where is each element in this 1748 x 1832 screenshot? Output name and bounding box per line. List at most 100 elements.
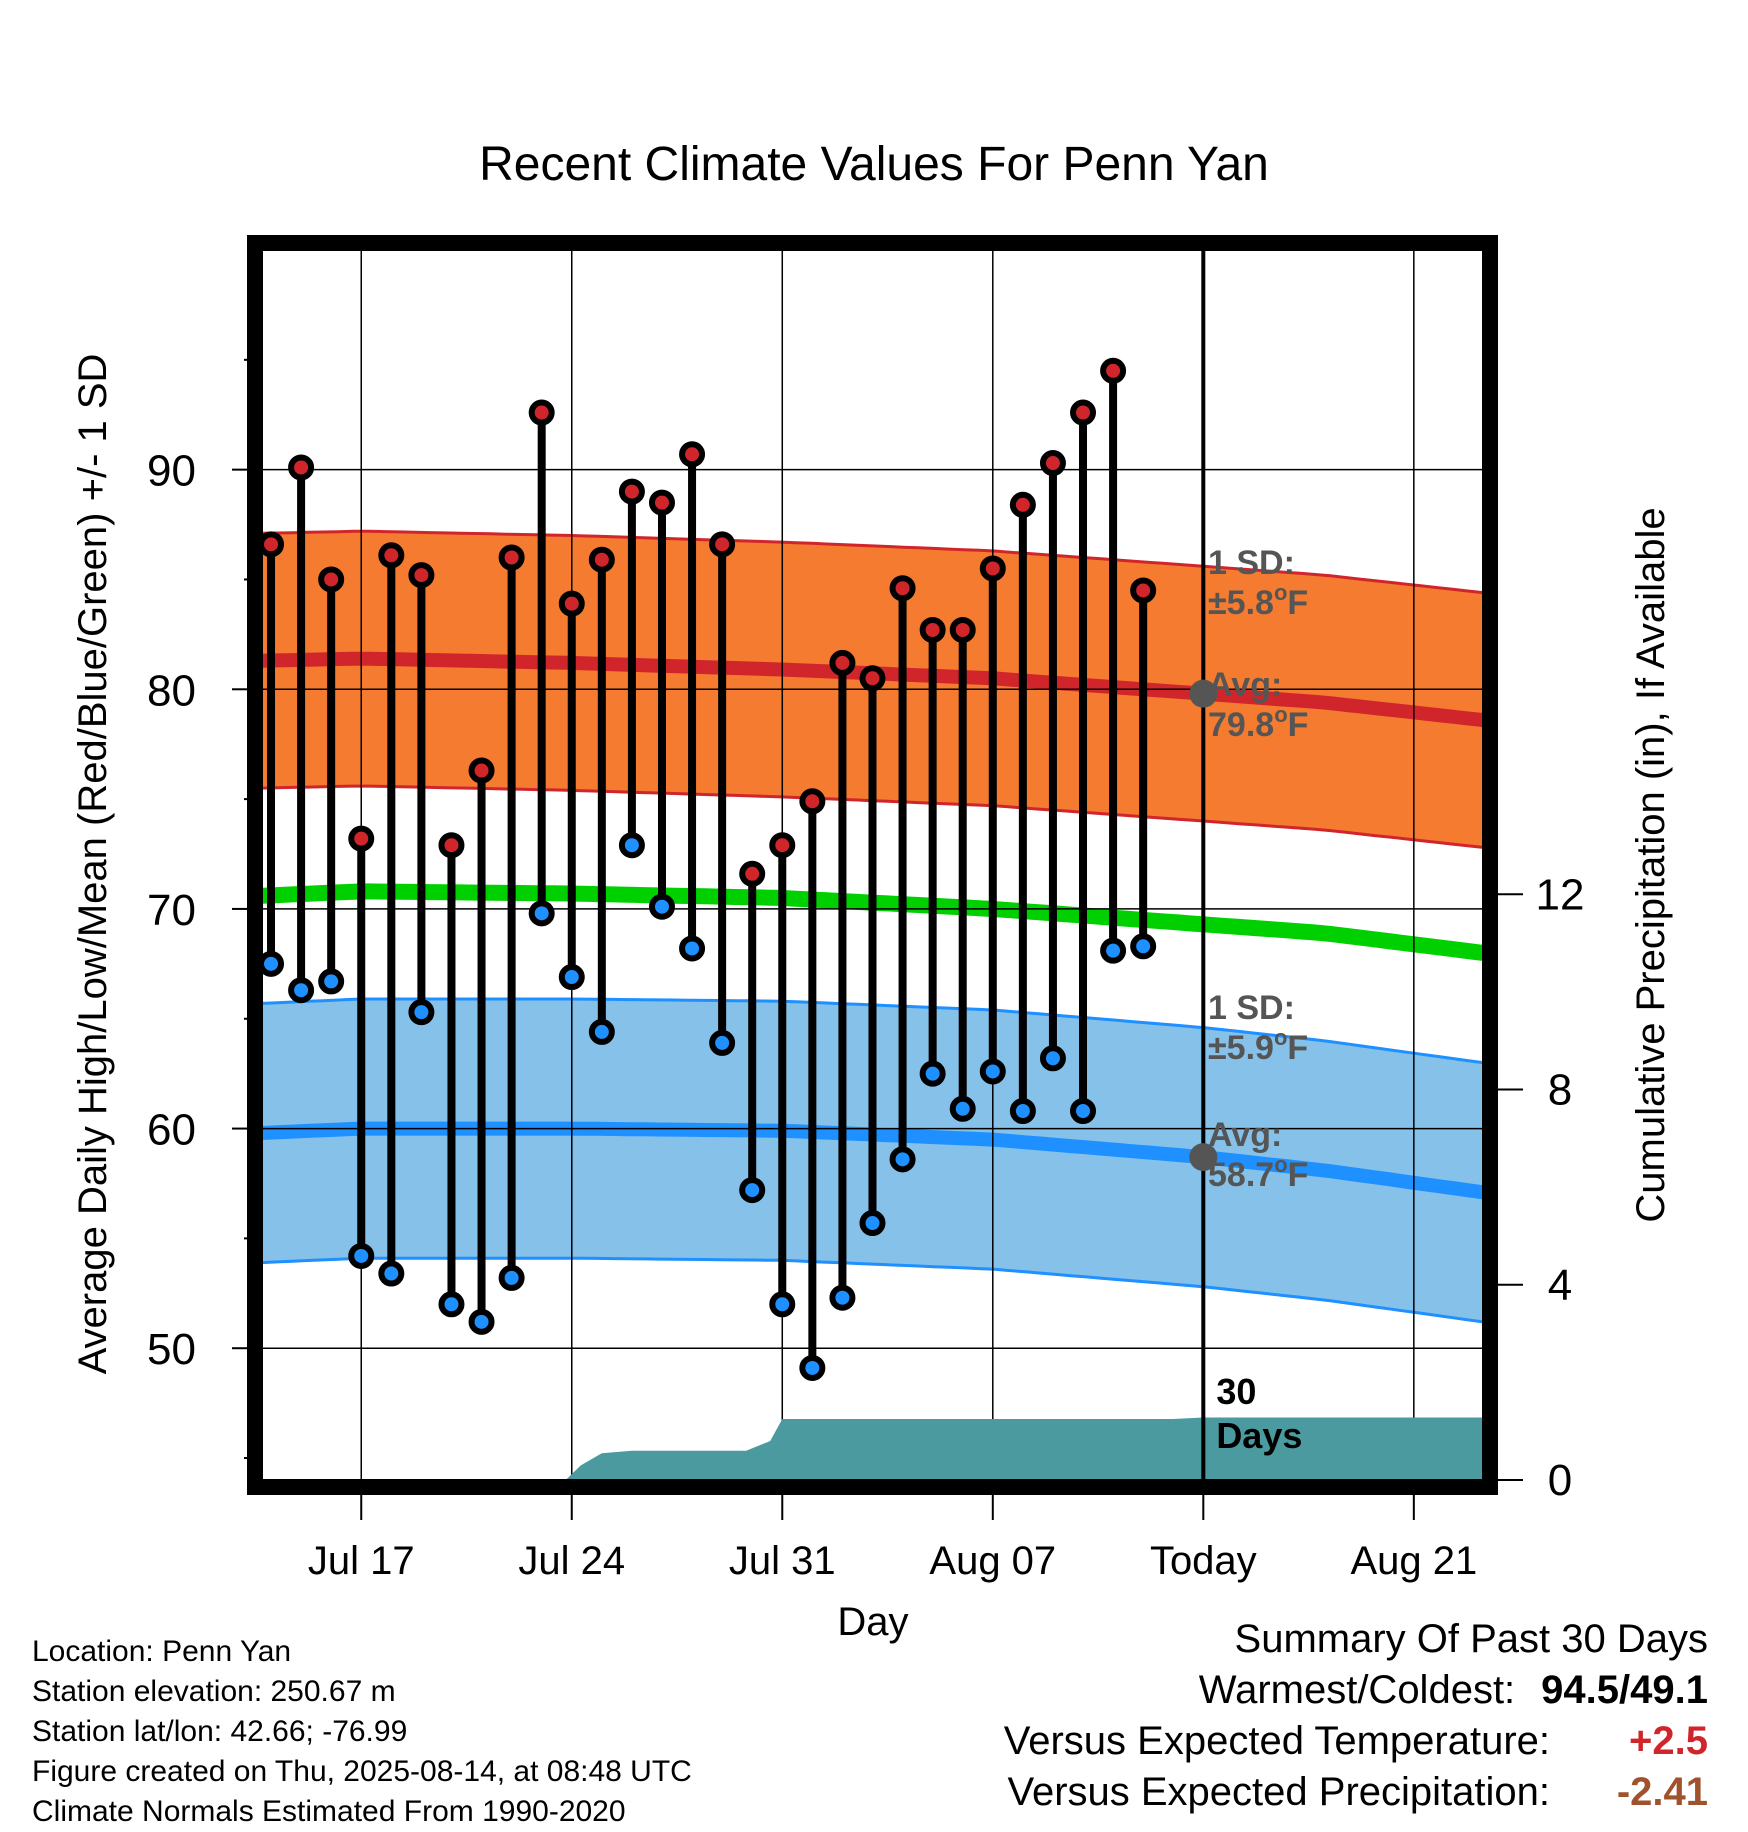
low-dot-day-28 [1070, 1098, 1097, 1124]
precip-cumulative-area [565, 1417, 1483, 1480]
today-days-label: 30 Days [1216, 1371, 1302, 1456]
high-dot-day-14 [648, 489, 675, 516]
high-dot-day-30 [1130, 577, 1157, 604]
x-tick-label-aug-07: Aug 07 [929, 1539, 1056, 1583]
high-dot-day-6 [408, 562, 435, 589]
normal-high-band-upper-edge [262, 529, 1483, 595]
today-line: 30 Days [1201, 250, 1302, 1480]
x-tick-label-aug-21: Aug 21 [1350, 1539, 1477, 1583]
x-tick-label-jul-31: Jul 31 [729, 1539, 836, 1583]
low-avg-annotation-line: 58.7 [1208, 1156, 1274, 1194]
high-sd-annotation: 1 SD: ±5.8oF [1208, 544, 1308, 622]
temp-value: +2.5 [1629, 1719, 1708, 1763]
low-dot-day-29 [1100, 937, 1127, 964]
high-dot-day-4 [348, 825, 375, 852]
high-dot-day-13 [618, 478, 645, 505]
summary-precip-row: Versus Expected Precipitation: -2.41 [1004, 1767, 1708, 1818]
high-dot-day-29 [1100, 357, 1127, 384]
x-axis-label: Day [837, 1600, 908, 1644]
low-dot-day-1 [258, 950, 285, 977]
high-dot-day-26 [1009, 491, 1036, 518]
low-dot-day-13 [618, 832, 645, 859]
created-text: Figure created on Thu, 2025-08-14, at 08… [32, 1755, 692, 1788]
low-dot-day-3 [318, 968, 345, 995]
low-dot-day-22 [889, 1146, 916, 1173]
low-sd-annotation-unit: F [1287, 1029, 1308, 1067]
low-dot-day-18 [769, 1291, 796, 1318]
y-axis-label: Average Daily High/Low/Mean (Red/Blue/Gr… [71, 354, 115, 1375]
low-dot-day-14 [648, 893, 675, 920]
precipitation-area [565, 1417, 1483, 1480]
y-tick-label-90: 90 [147, 447, 196, 496]
high-dot-day-10 [528, 399, 555, 426]
y2-tick-label-12: 12 [1536, 870, 1585, 919]
high-dot-day-1 [258, 531, 285, 558]
y2-tick-label-4: 4 [1548, 1261, 1572, 1310]
high-avg-annotation-line: 79.8 [1208, 706, 1274, 744]
low-avg-annotation-unit: F [1288, 1156, 1309, 1194]
low-dot-day-30 [1130, 933, 1157, 960]
precip-label: Versus Expected Precipitation: [1007, 1770, 1550, 1814]
location-text: Location: Penn Yan [32, 1635, 292, 1668]
summary-heading: Summary Of Past 30 Days [1234, 1617, 1708, 1661]
low-dot-day-7 [438, 1291, 465, 1318]
low-dot-day-5 [378, 1260, 405, 1287]
today-high-avg-dot [1189, 679, 1218, 708]
latlon-text: Station lat/lon: 42.66; -76.99 [32, 1715, 408, 1748]
low-dot-day-25 [979, 1058, 1006, 1085]
x-tick-label-jul-24: Jul 24 [518, 1539, 625, 1583]
high-dot-day-12 [588, 546, 615, 573]
y-tick-label-70: 70 [147, 886, 196, 935]
low-dot-day-2 [288, 977, 315, 1004]
elevation-text: Station elevation: 250.67 m [32, 1675, 396, 1708]
high-dot-day-8 [468, 757, 495, 784]
high-sd-annotation-degree: o [1274, 580, 1287, 605]
high-dot-day-3 [318, 566, 345, 593]
y-tick-label-60: 60 [147, 1106, 196, 1155]
high-dot-day-5 [378, 542, 405, 569]
low-dot-day-6 [408, 999, 435, 1026]
low-avg-annotation-line: Avg: [1208, 1116, 1282, 1154]
low-sd-annotation: 1 SD: ±5.9oF [1208, 989, 1308, 1067]
low-dot-day-4 [348, 1242, 375, 1269]
y-tick-label-80: 80 [147, 666, 196, 715]
high-sd-annotation-line: 1 SD: [1208, 544, 1295, 582]
low-dot-day-12 [588, 1018, 615, 1045]
low-avg-annotation: Avg: 58.7oF [1208, 1116, 1308, 1194]
summary-temp-row: Versus Expected Temperature: +2.5 [1004, 1716, 1708, 1767]
high-dot-day-19 [799, 788, 826, 815]
x-tick-label-today: Today [1150, 1539, 1257, 1583]
high-dot-day-15 [679, 441, 706, 468]
low-dot-day-19 [799, 1354, 826, 1381]
plot-border [247, 235, 1498, 1495]
station-info: Location: Penn Yan Station elevation: 25… [32, 1632, 692, 1832]
high-avg-annotation-degree: o [1274, 702, 1287, 727]
high-dot-day-18 [769, 832, 796, 859]
low-sd-annotation-line: ±5.9 [1208, 1029, 1274, 1067]
low-dot-day-15 [679, 935, 706, 962]
high-dot-day-27 [1039, 450, 1066, 477]
x-tick-label-jul-17: Jul 17 [308, 1539, 415, 1583]
today-days-label-line: 30 [1216, 1371, 1256, 1412]
low-dot-day-11 [558, 964, 585, 991]
high-dot-day-11 [558, 590, 585, 617]
high-dot-day-25 [979, 555, 1006, 582]
high-dot-day-16 [709, 531, 736, 558]
high-dot-day-24 [949, 616, 976, 643]
plot-frame [247, 235, 1498, 1495]
low-avg-annotation-degree: o [1274, 1152, 1287, 1177]
high-dot-day-2 [288, 454, 315, 481]
high-avg-annotation-unit: F [1288, 706, 1309, 744]
y2-axis-label: Cumulative Precipitation (in), If Availa… [1629, 507, 1673, 1222]
low-dot-day-8 [468, 1308, 495, 1335]
temp-label: Versus Expected Temperature: [1003, 1719, 1550, 1763]
high-avg-annotation: Avg: 79.8oF [1208, 666, 1308, 744]
low-dot-day-24 [949, 1095, 976, 1122]
y2-tick-label-0: 0 [1548, 1456, 1572, 1505]
y-tick-label-50: 50 [147, 1325, 196, 1374]
high-dot-day-9 [498, 544, 525, 571]
low-dot-day-10 [528, 900, 555, 927]
high-dot-day-17 [739, 860, 766, 887]
today-low-avg-dot [1189, 1143, 1218, 1172]
low-dot-day-20 [829, 1284, 856, 1311]
